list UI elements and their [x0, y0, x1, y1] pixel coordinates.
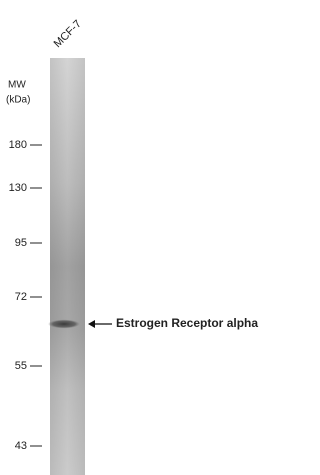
blot-figure: MCF-7 MW (kDa) Estrogen Receptor alpha 1…: [0, 0, 300, 475]
lane-shade: [50, 58, 85, 475]
mw-unit: (kDa): [6, 95, 30, 106]
band: [48, 320, 80, 329]
lane-label: MCF-7: [52, 18, 84, 50]
marker-label: 43: [15, 440, 27, 452]
marker-label: 130: [9, 182, 27, 194]
band-label: Estrogen Receptor alpha: [116, 316, 258, 330]
marker-label: 55: [15, 360, 27, 372]
arrow-head: [88, 320, 95, 328]
marker-label: 95: [15, 237, 27, 249]
marker-label: 180: [9, 139, 27, 151]
mw-label: MW: [8, 80, 26, 91]
marker-label: 72: [15, 291, 27, 303]
